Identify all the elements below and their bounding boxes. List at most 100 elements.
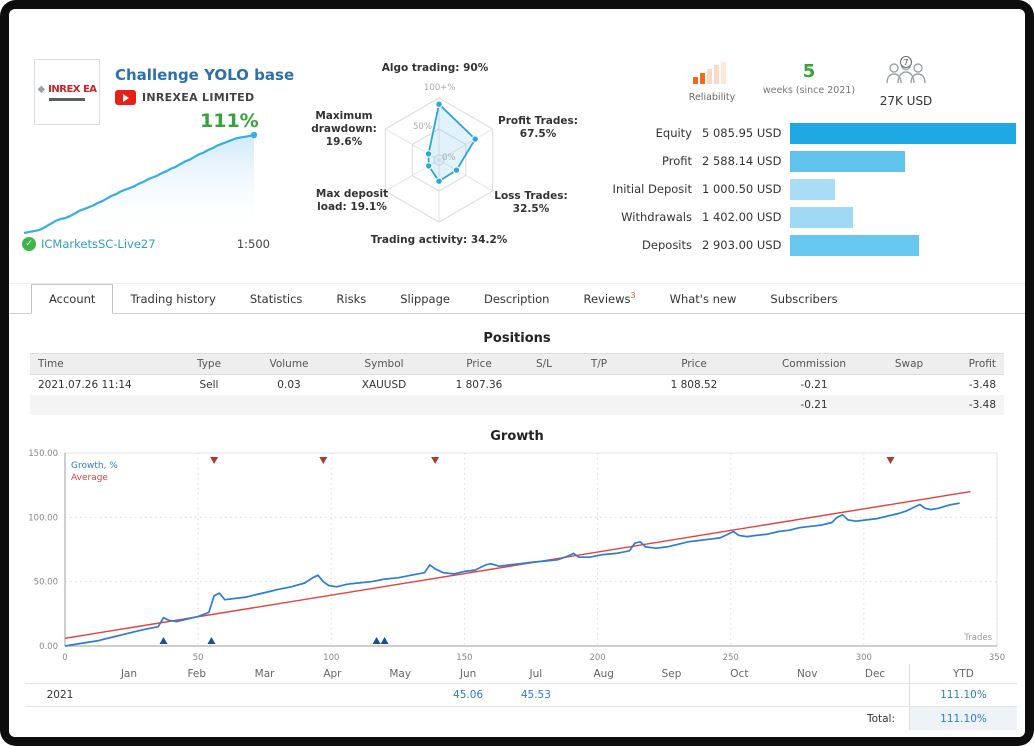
total-row: Total: 111.10% — [25, 707, 1017, 730]
signal-title[interactable]: Challenge YOLO base — [115, 66, 295, 84]
svg-text:50.00: 50.00 — [34, 578, 58, 588]
month-col-aug: Aug — [593, 667, 614, 680]
stat-bar — [790, 234, 919, 256]
logo-text: INREX EA — [48, 83, 97, 95]
svg-text:150.00: 150.00 — [28, 449, 58, 459]
stat-value: 1 000.50 USD — [702, 182, 782, 196]
provider-logo: ◆ INREX EA — [34, 59, 100, 125]
stat-value: 5 085.95 USD — [702, 126, 782, 140]
pos-cell: -0.21 — [800, 378, 828, 391]
month-col-mar: Mar — [254, 667, 275, 680]
month-col-apr: Apr — [323, 667, 342, 680]
radar-label-algo-trading: Algo trading: 90% — [381, 62, 489, 74]
pos-col-commission-8: Commission — [759, 353, 869, 375]
month-col-nov: Nov — [796, 667, 818, 680]
svg-text:150: 150 — [456, 653, 472, 663]
svg-text:100: 100 — [323, 653, 339, 663]
stat-row-equity: Equity 5 085.95 USD — [584, 119, 1016, 147]
months-header-row: Jan Feb Mar Apr May Jun Jul Aug Sep Oct Nov Dec YTD — [25, 664, 1017, 684]
stat-value: 2 588.14 USD — [702, 154, 782, 168]
reliability-label: Reliability — [688, 92, 736, 103]
positions-summary-row: -0.21 -3.48 — [30, 394, 1004, 415]
stat-value: 1 402.00 USD — [702, 210, 782, 224]
growth-percent-badge: 111% — [200, 110, 259, 132]
pos-col-t-p-6: T/P — [569, 353, 629, 375]
pos-sum-cell — [249, 394, 329, 415]
tab-account[interactable]: Account — [31, 284, 114, 314]
pos-cell — [519, 375, 569, 395]
svg-text:50: 50 — [193, 653, 204, 663]
radar-label-maximum-drawdown: Maximum drawdown: 19.6% — [311, 110, 377, 149]
tab-reviews[interactable]: Reviews3 — [583, 291, 636, 306]
youtube-icon[interactable] — [115, 90, 136, 105]
stat-label: Profit — [662, 154, 692, 168]
month-col-jul: Jul — [529, 667, 543, 680]
account-stats: Equity 5 085.95 USD Profit 2 588.14 USD Init… — [584, 119, 1016, 259]
pos-sum-cell — [519, 394, 569, 415]
month-col-oct: Oct — [730, 667, 749, 680]
month-col-jan: Jan — [120, 667, 137, 680]
stat-value: 2 903.00 USD — [702, 238, 782, 252]
ytd-header: YTD — [908, 664, 1017, 683]
pos-col-profit-10: Profit — [949, 353, 1004, 375]
svg-text:0: 0 — [62, 653, 67, 663]
svg-text:0.00: 0.00 — [39, 642, 58, 652]
funds-value: 27K USD — [879, 94, 933, 108]
ytd-value: 111.10% — [908, 684, 1017, 706]
account-name: ICMarketsSC-Live27 — [41, 237, 156, 251]
tab-slippage[interactable]: Slippage — [400, 292, 450, 306]
radar-label-trading-activity: Trading activity: 34.2% — [370, 234, 508, 246]
verified-check-icon: ✓ — [22, 237, 36, 251]
pos-sum-cell — [629, 394, 759, 415]
pos-sum-cell — [30, 394, 169, 415]
pos-sum-cell — [169, 394, 249, 415]
positions-title: Positions — [483, 331, 551, 346]
svg-text:100.00: 100.00 — [28, 513, 58, 523]
month-col-feb: Feb — [187, 667, 207, 680]
month-col-jun: Jun — [459, 667, 477, 680]
pos-sum-cell: -0.21 — [759, 394, 869, 415]
pos-sum-cell — [329, 394, 439, 415]
radar-ring-100: 100+% — [424, 83, 456, 93]
company-row: INREXEA LIMITED — [115, 90, 254, 105]
stat-row-deposits: Deposits 2 903.00 USD — [584, 231, 1016, 259]
pos-col-time-0: Time — [30, 353, 169, 375]
positions-table: Time Type Volume Symbol Price S/L T/P Price Comm… — [30, 353, 1004, 415]
stat-row-profit: Profit 2 588.14 USD — [584, 147, 1016, 175]
month-col-may: May — [389, 667, 412, 680]
tab-trading-history[interactable]: Trading history — [130, 292, 216, 306]
reliability-bars-icon — [693, 62, 726, 84]
subscribers-people-icon: 7 — [886, 56, 926, 84]
company-name: INREXEA LIMITED — [142, 91, 255, 104]
tab-badge: 3 — [630, 291, 636, 301]
growth-title: Growth — [490, 429, 544, 444]
pos-sum-cell — [439, 394, 519, 415]
radar-ring-50: 50% — [413, 122, 432, 132]
weeks-value: 5 — [802, 61, 816, 82]
stat-bar — [790, 122, 1016, 144]
growth-chart: 150.00 100.00 50.00 0.00 0 50 100 150 200 250 300 3… — [28, 449, 1005, 663]
tab-risks[interactable]: Risks — [336, 292, 367, 306]
tab-what-s-new[interactable]: What's new — [669, 292, 737, 306]
pos-cell — [869, 375, 949, 395]
svg-text:200: 200 — [589, 653, 605, 663]
radar-ring-0: 0% — [442, 153, 456, 163]
tab-description[interactable]: Description — [483, 292, 550, 306]
year-row-2021: 2021 45.06 45.53 111.10% — [25, 684, 1017, 707]
pos-cell: 2021.07.26 11:14 — [38, 378, 132, 391]
svg-text:Trades: Trades — [963, 633, 992, 643]
pos-cell: 0.03 — [277, 378, 301, 391]
stat-label: Withdrawals — [621, 210, 692, 224]
pos-cell: 1 807.36 — [455, 378, 503, 391]
total-label: Total: — [866, 712, 895, 725]
svg-text:300: 300 — [856, 653, 872, 663]
weeks-block: 5 weeks (since 2021) — [754, 61, 864, 96]
tab-statistics[interactable]: Statistics — [249, 292, 303, 306]
pos-cell: Sell — [199, 378, 219, 391]
pos-col-price-7: Price — [629, 353, 759, 375]
month-col-dec: Dec — [864, 667, 886, 680]
stat-label: Deposits — [642, 238, 692, 252]
svg-text:Average: Average — [71, 473, 108, 483]
tab-subscribers[interactable]: Subscribers — [770, 292, 838, 306]
